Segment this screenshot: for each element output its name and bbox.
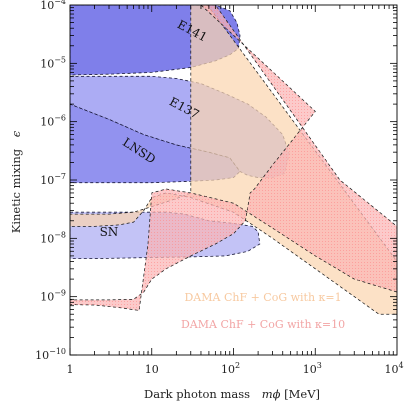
y-axis-title: Kinetic mixing ϵ: [9, 130, 23, 233]
dama-bands: [70, 5, 397, 315]
x-tick-label: 102: [221, 361, 240, 376]
legend-item-kappa-10: DAMA ChF + CoG with κ=10: [181, 318, 345, 331]
band-kappa-10-texture: [70, 5, 397, 311]
x-tick-label: 10: [145, 363, 159, 376]
y-axis-symbol: ϵ: [9, 130, 23, 137]
legend-item-kappa-1: DAMA ChF + CoG with κ=1: [184, 291, 341, 304]
x-tick-label: 1: [67, 363, 74, 376]
x-axis-title: Dark photon mass mϕ [MeV]: [144, 387, 320, 401]
y-tick-label: 10−4: [40, 0, 66, 12]
x-tick-label: 103: [303, 361, 322, 376]
y-axis-label: Kinetic mixing: [9, 148, 23, 233]
y-tick-label: 10−5: [40, 55, 66, 70]
y-tick-label: 10−9: [40, 289, 66, 304]
legend: DAMA ChF + CoG with κ=1 DAMA ChF + CoG wi…: [181, 291, 345, 331]
x-axis-unit: [MeV]: [284, 387, 320, 401]
y-tick-label: 10−7: [40, 172, 66, 187]
axis-tick-labels: 1 10 102 103 104 10−10 10−9 10−8 10−7 10−6 10−5 10−…: [35, 0, 403, 376]
x-axis-symbol: mϕ: [262, 387, 281, 401]
y-tick-label: 10−6: [40, 114, 66, 129]
x-tick-label: 104: [384, 361, 403, 376]
x-axis-label: Dark photon mass: [144, 387, 250, 401]
region-label-sn: SN: [100, 225, 119, 239]
axis-ticks: [69, 5, 397, 356]
y-tick-label: 10−8: [40, 230, 66, 245]
y-tick-label: 10−10: [35, 347, 66, 362]
